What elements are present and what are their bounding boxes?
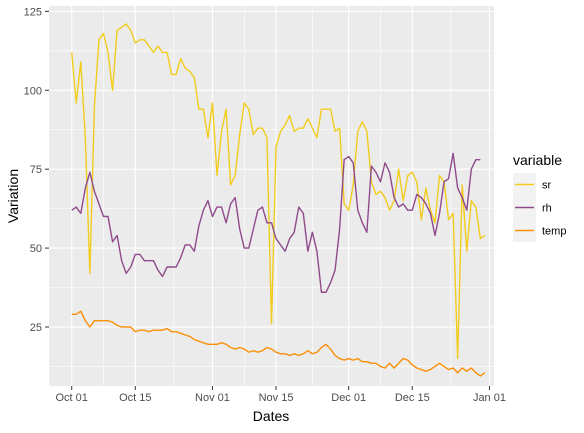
x-tick-label: Oct 01 <box>56 392 88 404</box>
x-axis-title: Dates <box>253 408 290 424</box>
series-line-sr <box>71 23 486 360</box>
x-tick-label: Dec 15 <box>395 392 430 404</box>
axes: 25 50 75 100 125 Oct 01 Oct 15 Nov 01 Nov 15 Dec … <box>24 6 506 404</box>
legend-label-sr: sr <box>542 180 552 192</box>
y-tick-label: 25 <box>30 322 42 334</box>
y-tick-label: 75 <box>30 164 42 176</box>
legend-title: variable <box>513 152 562 168</box>
y-tick-label: 50 <box>30 243 42 255</box>
series-lines <box>71 23 486 377</box>
y-axis-title: Variation <box>5 169 21 223</box>
x-tick-label: Jan 01 <box>473 392 506 404</box>
x-tick-label: Nov 01 <box>195 392 230 404</box>
x-tick-label: Nov 15 <box>259 392 294 404</box>
series-line-rh <box>71 152 481 293</box>
legend-label-rh: rh <box>542 203 552 215</box>
series-line-temp <box>71 310 486 377</box>
legend: variable sr rh temp <box>513 152 566 242</box>
y-tick-label: 100 <box>24 85 42 97</box>
x-tick-label: Dec 01 <box>331 392 366 404</box>
y-tick-label: 125 <box>24 6 42 18</box>
x-tick-label: Oct 15 <box>119 392 151 404</box>
grid-lines <box>49 6 494 386</box>
legend-label-temp: temp <box>542 226 566 238</box>
